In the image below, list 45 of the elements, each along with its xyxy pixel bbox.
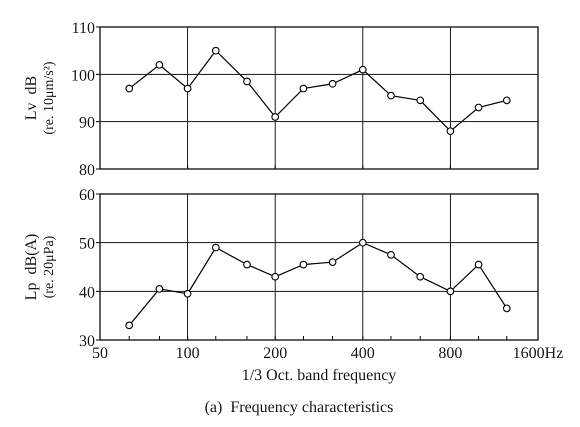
point: [184, 290, 192, 298]
y-tick-label: 100: [71, 67, 95, 84]
y-tick-label: 50: [79, 236, 95, 253]
x-tick-label: 100: [176, 345, 200, 362]
y-tick-label: 90: [79, 114, 95, 132]
point: [156, 60, 164, 69]
point: [446, 127, 454, 136]
point: [328, 258, 337, 266]
point: [212, 46, 220, 55]
point: [271, 113, 280, 121]
y-tick-label: 110: [72, 20, 95, 37]
y-tick-label: 80: [79, 162, 95, 179]
point: [300, 260, 308, 268]
point: [300, 84, 308, 92]
x-tick-label: 1600Hz: [512, 345, 564, 362]
y-tick-label: 40: [79, 284, 95, 302]
text: (a) Frequency characteristics: [204, 399, 394, 416]
point: [184, 84, 192, 92]
point: [446, 287, 454, 296]
y-axis-title: Lp dB(A) (re. 20μPa): [23, 234, 57, 300]
point: [328, 80, 337, 88]
point: [502, 96, 511, 104]
point: [156, 285, 164, 293]
point: [387, 92, 395, 100]
point: [271, 272, 280, 281]
point: [125, 322, 134, 330]
point: [212, 244, 220, 252]
x-tick-label: 50: [92, 345, 108, 362]
point: [358, 66, 367, 74]
point: [502, 304, 511, 312]
point: [416, 272, 424, 281]
x-axis-title: 1/3 Oct. band frequency: [242, 367, 396, 384]
point: [243, 78, 251, 86]
point: [358, 238, 367, 247]
point: [125, 84, 134, 92]
point: [416, 96, 424, 104]
y-tick-label: 60: [79, 187, 95, 204]
x-tick-label: 400: [350, 345, 375, 362]
y-axis-title: Lv dB (re. 10μm/s²): [23, 61, 57, 135]
point: [387, 250, 395, 259]
point: [243, 260, 251, 268]
x-tick-label: 200: [263, 345, 288, 362]
point: [474, 260, 482, 268]
point: [474, 104, 482, 112]
x-tick-label: 800: [438, 345, 462, 362]
